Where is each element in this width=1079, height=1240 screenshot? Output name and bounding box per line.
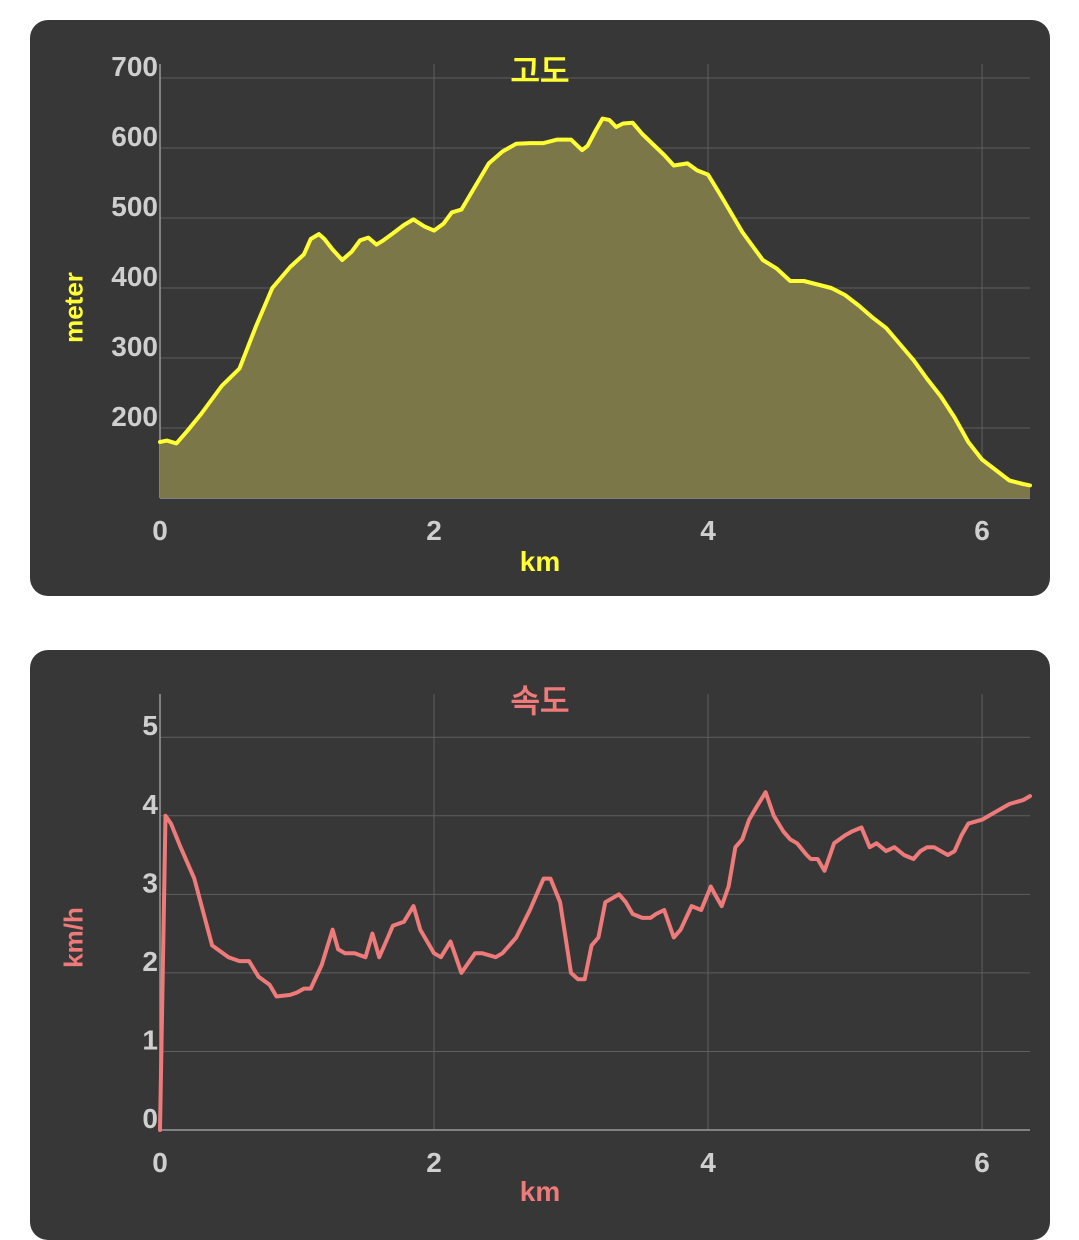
elevation-y-tick-label: 700 (111, 51, 158, 82)
elevation-y-tick-label: 500 (111, 191, 158, 222)
speed-series-line (158, 790, 1032, 1132)
elevation-area-fill (160, 118, 1030, 498)
speed-y-tick-label: 1 (142, 1024, 158, 1055)
speed-y-axis-label: km/h (58, 907, 89, 968)
elevation-y-tick-label: 400 (111, 261, 158, 292)
elevation-x-tick-label: 6 (974, 515, 990, 546)
elevation-y-axis-label: meter (58, 272, 89, 343)
elevation-series-line (158, 116, 1032, 488)
elevation-chart: 0 2 4 6 200 300 400 500 600 700 (111, 51, 1032, 546)
speed-chart-panel: 0 2 4 6 0 1 2 3 4 5 속도 km km/h (30, 650, 1050, 1240)
speed-y-tick-label: 2 (142, 946, 158, 977)
speed-x-tick-label: 6 (974, 1147, 990, 1178)
speed-x-axis-label: km (519, 1176, 561, 1207)
elevation-y-tick-label: 200 (111, 401, 158, 432)
elevation-x-tick-label: 2 (426, 515, 442, 546)
speed-chart: 0 2 4 6 0 1 2 3 4 5 (142, 694, 1032, 1178)
speed-chart-title: 속도 (510, 683, 570, 719)
speed-x-tick-label: 2 (426, 1147, 442, 1178)
speed-x-tick-label: 4 (700, 1147, 716, 1178)
speed-y-tick-label: 5 (142, 710, 158, 741)
speed-y-tick-label: 4 (142, 789, 158, 820)
elevation-y-tick-label: 300 (111, 331, 158, 362)
elevation-chart-title: 고도 (510, 53, 570, 89)
elevation-x-tick-label: 0 (152, 515, 168, 546)
speed-y-tick-label: 0 (142, 1103, 158, 1134)
elevation-x-tick-label: 4 (700, 515, 716, 546)
elevation-y-tick-label: 600 (111, 121, 158, 152)
elevation-chart-panel: 0 2 4 6 200 300 400 500 600 700 고도 km meter (30, 20, 1050, 596)
speed-x-tick-label: 0 (152, 1147, 168, 1178)
speed-y-tick-label: 3 (142, 867, 158, 898)
elevation-x-axis-label: km (519, 546, 561, 577)
